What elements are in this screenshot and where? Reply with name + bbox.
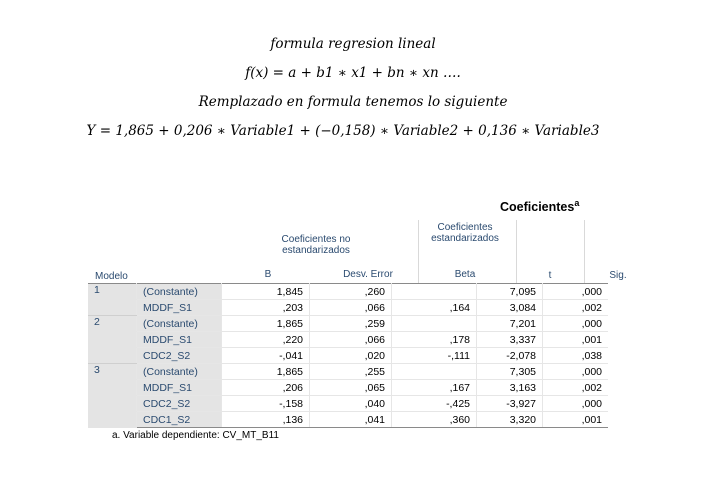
- model-cell: 2: [88, 315, 137, 332]
- formula-title: formula regresion lineal: [270, 36, 436, 52]
- se-cell: ,065: [309, 379, 392, 396]
- t-cell: 7,095: [476, 283, 543, 300]
- se-cell: ,260: [309, 283, 392, 300]
- sig-cell: ,000: [542, 363, 608, 380]
- col-header-sig: Sig.: [609, 270, 627, 281]
- table-row: MDDF_S1 ,206 ,065 ,167 3,163 ,002: [88, 379, 608, 396]
- table-row: CDC2_S2 -,158 ,040 -,425 -3,927 ,000: [88, 395, 608, 412]
- model-cell: 3: [88, 363, 137, 380]
- beta-cell: -,425: [391, 395, 477, 412]
- sig-cell: ,001: [542, 411, 608, 428]
- sig-cell: ,000: [542, 395, 608, 412]
- se-cell: ,020: [309, 347, 392, 364]
- variable-cell: (Constante): [136, 315, 222, 332]
- t-cell: 3,337: [476, 331, 543, 348]
- b-cell: 1,865: [221, 315, 310, 332]
- group-header-unstandardized: Coeficientes no estandarizados: [281, 234, 351, 256]
- header-divider: [584, 220, 585, 283]
- beta-cell: [391, 363, 477, 380]
- sig-cell: ,000: [542, 283, 608, 300]
- variable-cell: CDC1_S2: [136, 411, 222, 428]
- se-cell: ,255: [309, 363, 392, 380]
- model-cell: 1: [88, 283, 137, 300]
- sig-cell: ,001: [542, 331, 608, 348]
- variable-cell: MDDF_S1: [136, 379, 222, 396]
- table-row: 2 (Constante) 1,865 ,259 7,201 ,000: [88, 315, 608, 332]
- variable-cell: CDC2_S2: [136, 347, 222, 364]
- formula-intro: Remplazado en formula tenemos lo siguien…: [198, 94, 508, 110]
- table-row: 3 (Constante) 1,865 ,255 7,305 ,000: [88, 363, 608, 380]
- b-cell: 1,865: [221, 363, 310, 380]
- variable-cell: MDDF_S1: [136, 299, 222, 316]
- table-row: 1 (Constante) 1,845 ,260 7,095 ,000: [88, 283, 608, 300]
- model-cell: [88, 411, 137, 428]
- coefficients-table: 1 (Constante) 1,845 ,260 7,095 ,000 MDDF…: [88, 283, 608, 428]
- header-divider: [516, 220, 517, 283]
- beta-cell: [391, 283, 477, 300]
- variable-cell: MDDF_S1: [136, 331, 222, 348]
- table-row: MDDF_S1 ,203 ,066 ,164 3,084 ,002: [88, 299, 608, 316]
- table-title: Coeficientesa: [500, 198, 580, 215]
- col-header-model: Modelo: [95, 271, 128, 282]
- col-header-b: B: [264, 269, 272, 280]
- model-cell: [88, 299, 137, 316]
- table-footnote: a. Variable dependiente: CV_MT_B11: [112, 430, 279, 441]
- sig-cell: ,002: [542, 379, 608, 396]
- beta-cell: ,360: [391, 411, 477, 428]
- b-cell: ,136: [221, 411, 310, 428]
- model-cell: [88, 395, 137, 412]
- group-header-standardized: Coeficientes estandarizados: [431, 222, 499, 244]
- variable-cell: (Constante): [136, 283, 222, 300]
- table-row: CDC2_S2 -,041 ,020 -,111 -2,078 ,038: [88, 347, 608, 364]
- sig-cell: ,002: [542, 299, 608, 316]
- col-header-t: t: [548, 270, 552, 281]
- se-cell: ,066: [309, 299, 392, 316]
- header-divider: [418, 220, 419, 283]
- se-cell: ,041: [309, 411, 392, 428]
- col-header-beta: Beta: [454, 269, 476, 280]
- model-cell: [88, 331, 137, 348]
- b-cell: ,220: [221, 331, 310, 348]
- b-cell: ,206: [221, 379, 310, 396]
- model-cell: [88, 347, 137, 364]
- col-header-se: Desv. Error: [343, 269, 393, 280]
- beta-cell: [391, 315, 477, 332]
- b-cell: 1,845: [221, 283, 310, 300]
- beta-cell: ,178: [391, 331, 477, 348]
- t-cell: 7,201: [476, 315, 543, 332]
- sig-cell: ,038: [542, 347, 608, 364]
- table-row: CDC1_S2 ,136 ,041 ,360 3,320 ,001: [88, 411, 608, 428]
- se-cell: ,259: [309, 315, 392, 332]
- variable-cell: (Constante): [136, 363, 222, 380]
- t-cell: -3,927: [476, 395, 543, 412]
- t-cell: 3,163: [476, 379, 543, 396]
- t-cell: -2,078: [476, 347, 543, 364]
- t-cell: 3,084: [476, 299, 543, 316]
- t-cell: 7,305: [476, 363, 543, 380]
- variable-cell: CDC2_S2: [136, 395, 222, 412]
- formula-result: Y = 1,865 + 0,206 ∗ Variable1 + (−0,158)…: [86, 123, 600, 139]
- beta-cell: -,111: [391, 347, 477, 364]
- formula-general: f(x) = a + b1 ∗ x1 + bn ∗ xn ….: [245, 65, 461, 81]
- b-cell: ,203: [221, 299, 310, 316]
- beta-cell: ,164: [391, 299, 477, 316]
- beta-cell: ,167: [391, 379, 477, 396]
- t-cell: 3,320: [476, 411, 543, 428]
- b-cell: -,158: [221, 395, 310, 412]
- sig-cell: ,000: [542, 315, 608, 332]
- se-cell: ,066: [309, 331, 392, 348]
- se-cell: ,040: [309, 395, 392, 412]
- table-row: MDDF_S1 ,220 ,066 ,178 3,337 ,001: [88, 331, 608, 348]
- model-cell: [88, 379, 137, 396]
- b-cell: -,041: [221, 347, 310, 364]
